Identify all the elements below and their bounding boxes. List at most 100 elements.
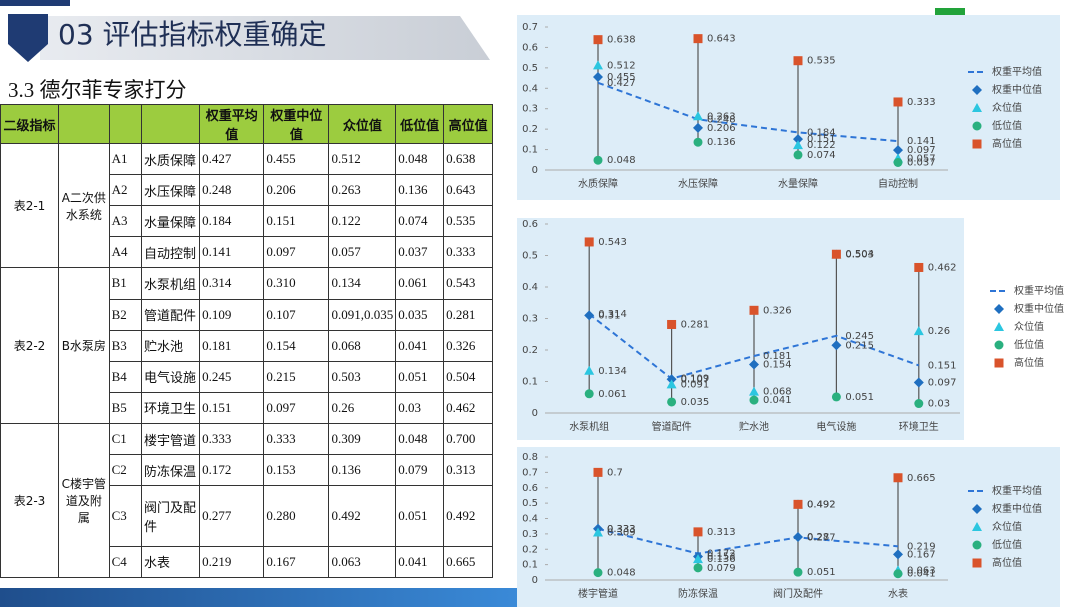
page-title: 03 评估指标权重确定 [58, 18, 327, 51]
cell: 0.280 [263, 485, 330, 547]
data-label: 0.074 [807, 150, 836, 161]
y-tick-label: 0.4 [522, 83, 538, 94]
cell: 水量保障 [140, 205, 201, 238]
subtitle: 3.3 德尔菲专家打分 [8, 78, 187, 102]
y-tick-label: 0.1 [522, 377, 538, 388]
data-label: 0.333 [907, 97, 936, 108]
legend-swatch [972, 558, 982, 568]
legend-swatch [972, 540, 982, 550]
cell: 0.091,0.035 [328, 298, 397, 331]
point [893, 569, 903, 579]
data-label: 0.181 [763, 351, 792, 362]
point [666, 374, 677, 385]
point [831, 392, 841, 402]
cell: 0.122 [328, 205, 397, 238]
legend-swatch [994, 340, 1004, 350]
cell: 0.427 [199, 142, 265, 176]
cell: 0.153 [263, 454, 330, 487]
x-tick-label: 电气设施 [816, 420, 856, 433]
point [693, 563, 703, 573]
y-tick-label: 0.8 [522, 452, 538, 463]
legend-label: 低位值 [992, 119, 1022, 132]
x-tick-label: 水压保障 [678, 177, 718, 190]
data-label: 0.037 [907, 157, 936, 168]
y-tick-label: 0.4 [522, 282, 538, 293]
cell: 0.041 [395, 545, 445, 579]
data-label: 0.333 [607, 524, 636, 535]
point [793, 134, 803, 145]
data-label: 0.097 [928, 377, 957, 388]
y-tick-label: 0.3 [522, 529, 538, 540]
y-tick-label: 0.7 [522, 22, 538, 33]
point [749, 395, 759, 405]
y-tick-label: 0 [532, 165, 538, 176]
cell: 0.492 [328, 485, 397, 547]
legend-label: 权重平均值 [992, 65, 1042, 78]
point [893, 549, 903, 560]
cell: 0.638 [443, 142, 493, 176]
mean-line [597, 81, 899, 143]
cell: 0.215 [263, 360, 330, 393]
data-label: 0.048 [607, 155, 636, 166]
data-label: 0.512 [607, 60, 636, 71]
data-label: 0.051 [807, 567, 836, 578]
data-label: 0.492 [807, 499, 836, 510]
data-label: 0.097 [907, 145, 936, 156]
point [893, 145, 903, 156]
cell: A1 [108, 142, 143, 176]
legend-label: 低位值 [992, 538, 1022, 551]
cell: 0.504 [443, 360, 493, 393]
point [584, 389, 594, 399]
cell: 0.051 [395, 485, 445, 547]
data-label: 0.107 [681, 374, 710, 385]
data-label: 0.427 [607, 78, 636, 89]
cell: 0.219 [199, 545, 265, 579]
cell: 0.643 [443, 174, 493, 207]
header-cell [140, 104, 201, 144]
y-tick-label: 0.1 [522, 145, 538, 156]
data-label: 0.277 [807, 532, 836, 543]
data-label: 0.041 [907, 569, 936, 580]
cell: 0.512 [328, 142, 397, 176]
data-label: 0.245 [845, 331, 874, 342]
point [693, 554, 703, 564]
data-label: 0.333 [607, 524, 636, 535]
point [693, 527, 703, 537]
cell: 0.455 [263, 142, 330, 176]
y-tick-label: 0.7 [522, 467, 538, 478]
point [593, 35, 603, 45]
point [914, 399, 924, 409]
header-cell: 权重中位值 [263, 104, 330, 144]
data-label: 0.206 [707, 123, 736, 134]
cell: 0.048 [395, 422, 445, 456]
data-table: 二级指标 权重平均值 权重中位值 众位值 低位值 高位值 表2-1 A二次供水系统 A1 水质保障… [0, 104, 493, 579]
data-label: 0.263 [707, 111, 736, 122]
cell: 0.167 [263, 545, 330, 579]
footer-bar [0, 588, 520, 607]
header: 03 评估指标权重确定 [0, 0, 490, 62]
point [693, 34, 703, 44]
cell: 0.097 [263, 236, 330, 269]
header-cell [108, 104, 143, 144]
data-label: 0.057 [907, 153, 936, 164]
point [914, 262, 924, 272]
data-label: 0.079 [707, 563, 736, 574]
cell: 0.700 [443, 422, 493, 456]
x-tick-label: 阀门及配件 [773, 587, 823, 600]
cell: 0.154 [263, 329, 330, 362]
point [593, 60, 603, 70]
data-label: 0.134 [598, 366, 627, 377]
data-label: 0.061 [598, 389, 627, 400]
point [584, 310, 595, 321]
point [793, 56, 803, 66]
point [593, 72, 603, 83]
data-label: 0.136 [707, 137, 736, 148]
cell: 0.333 [263, 422, 330, 456]
cell: 0.03 [395, 391, 445, 424]
x-tick-label: 环境卫生 [899, 420, 939, 433]
mean-line [597, 527, 899, 555]
y-tick-label: 0.2 [522, 124, 538, 135]
data-label: 0.28 [807, 532, 829, 543]
